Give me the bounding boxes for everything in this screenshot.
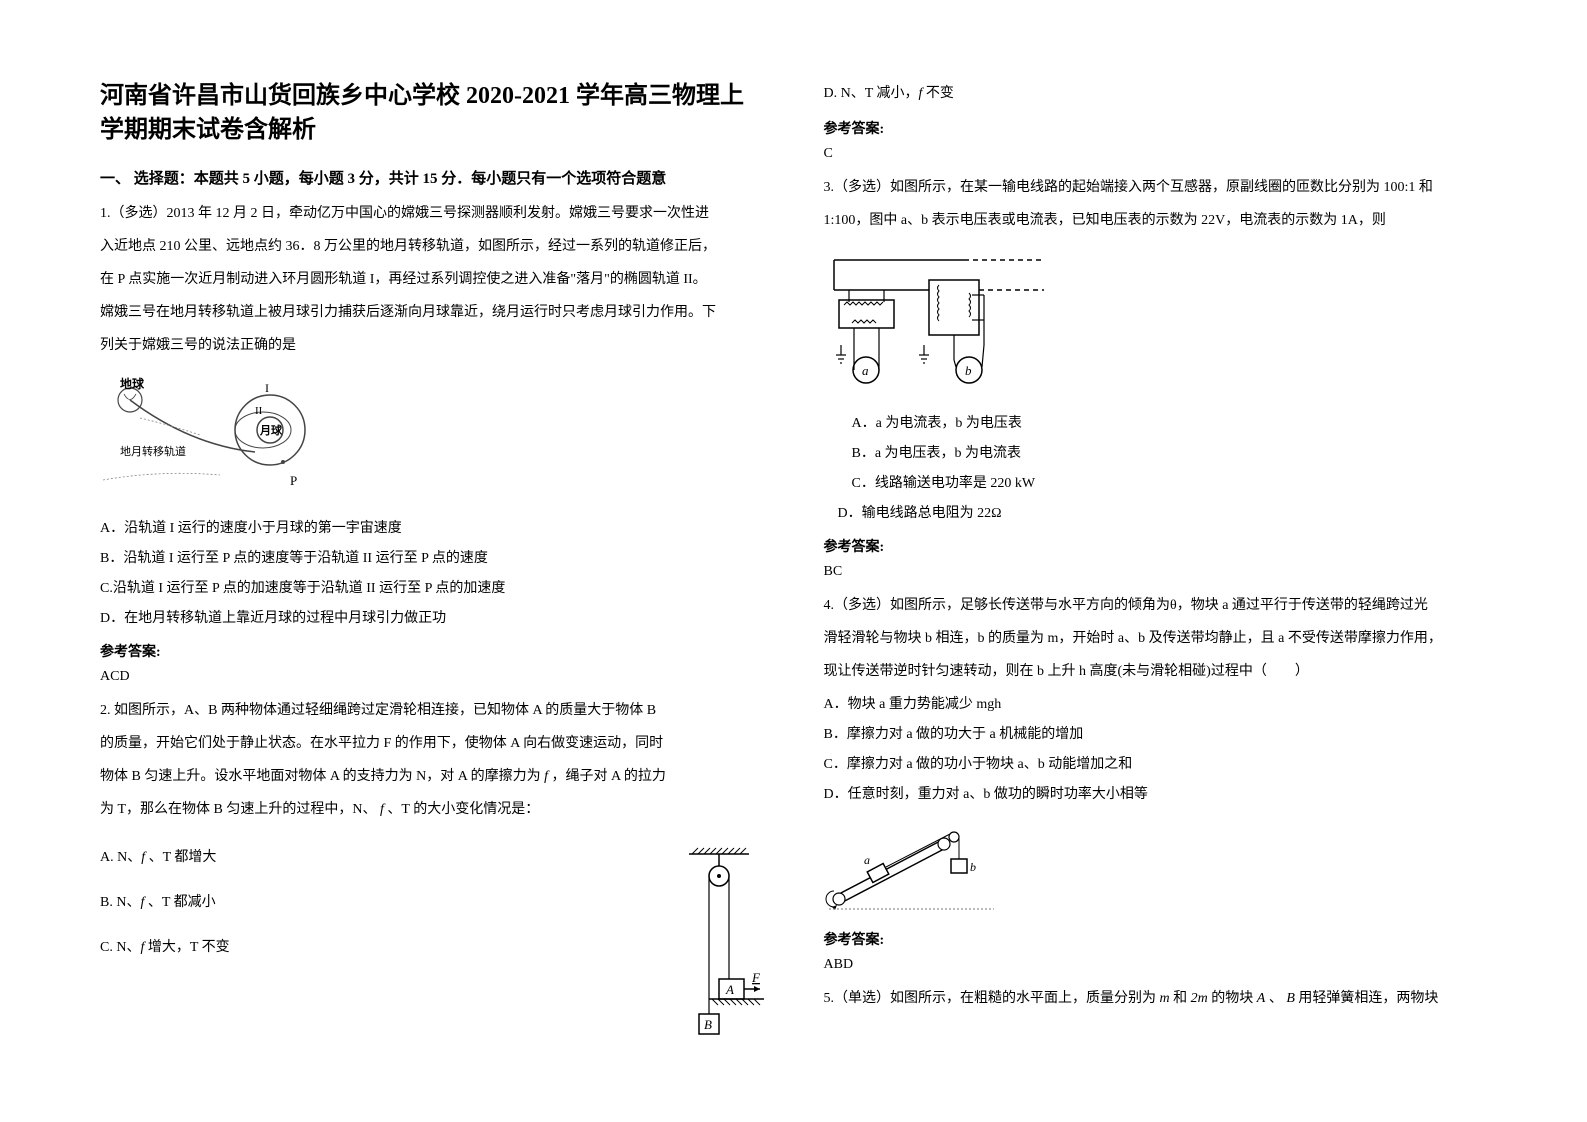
q1-stem-1: 入近地点 210 公里、远地点约 36．8 万公里的地月转移轨道，如图所示，经过… xyxy=(100,233,764,261)
q4-option-c: C．摩擦力对 a 做的功小于物块 a、b 动能增加之和 xyxy=(824,751,1488,779)
left-column: 河南省许昌市山货回族乡中心学校 2020-2021 学年高三物理上学期期末试卷含… xyxy=(100,80,764,1082)
earth-label: 地球 xyxy=(120,376,145,391)
q2-option-c: C. N、f 增大，T 不变 xyxy=(100,934,634,962)
q3-stem-1: 1:100，图中 a、b 表示电压表或电流表，已知电压表的示数为 22V，电流表… xyxy=(824,207,1488,235)
q4-stem-1: 滑轻滑轮与物块 b 相连，b 的质量为 m，开始时 a、b 及传送带均静止，且 … xyxy=(824,625,1488,653)
q4-answer-label: 参考答案: xyxy=(824,929,1488,949)
q1-option-d: D．在地月转移轨道上靠近月球的过程中月球引力做正功 xyxy=(100,605,764,633)
orbit-label: 地月转移轨道 xyxy=(120,444,186,458)
q4-stem-0: 4.（多选）如图所示，足够长传送带与水平方向的倾角为θ，物块 a 通过平行于传送… xyxy=(824,592,1488,620)
q1-figure: 地球 地月转移轨道 月球 I II P xyxy=(100,370,764,505)
ii-label: II xyxy=(255,405,263,417)
question-2: 2. 如图所示，A、B 两种物体通过轻细绳跨过定滑轮相连接，已知物体 A 的质量… xyxy=(100,697,764,1049)
q2-stem-2b: ，绳子对 A 的拉力 xyxy=(552,769,666,784)
i-label: I xyxy=(265,381,269,395)
q4-stem-2: 现让传送带逆时针匀速转动，则在 b 上升 h 高度(未与滑轮相碰)过程中（ ） xyxy=(824,658,1488,686)
svg-text:b: b xyxy=(965,363,972,378)
q3-option-c: C．线路输送电功率是 220 kW xyxy=(824,470,1488,498)
svg-text:A: A xyxy=(725,982,734,997)
right-column: D. N、T 减小，f 不变 参考答案: C 3.（多选）如图所示，在某一输电线… xyxy=(824,80,1488,1082)
q3-option-d: D．输电线路总电阻为 22Ω xyxy=(824,500,1488,528)
q2-stem-3b: 、T 的大小变化情况是： xyxy=(387,802,539,817)
q3-stem-0: 3.（多选）如图所示，在某一输电线路的起始端接入两个互感器，原副线圈的匝数比分别… xyxy=(824,174,1488,202)
q2-stem-1: 的质量，开始它们处于静止状态。在水平拉力 F 的作用下，使物体 A 向右做变速运… xyxy=(100,730,764,758)
q1-answer: ACD xyxy=(100,669,764,685)
q5-stem: 5.（单选）如图所示，在粗糙的水平面上，质量分别为 m 和 2m 的物块 A 、… xyxy=(824,985,1488,1013)
q3-answer: BC xyxy=(824,564,1488,580)
q3-figure: a b xyxy=(824,245,1488,400)
q4-answer: ABD xyxy=(824,957,1488,973)
section-heading: 一、 选择题：本题共 5 小题，每小题 3 分，共计 15 分．每小题只有一个选… xyxy=(100,167,764,188)
svg-text:b: b xyxy=(970,860,976,874)
p-label: P xyxy=(290,473,297,488)
q1-stem-3: 嫦娥三号在地月转移轨道上被月球引力捕获后逐渐向月球靠近，绕月运行时只考虑月球引力… xyxy=(100,299,764,327)
q2-stem-2a: 物体 B 匀速上升。设水平地面对物体 A 的支持力为 N，对 A 的摩擦力为 xyxy=(100,769,541,784)
q2-stem-3a: 为 T，那么在物体 B 匀速上升的过程中，N、 xyxy=(100,802,377,817)
q1-option-b: B．沿轨道 I 运行至 P 点的速度等于沿轨道 II 运行至 P 点的速度 xyxy=(100,545,764,573)
q1-option-c: C.沿轨道 I 运行至 P 点的加速度等于沿轨道 II 运行至 P 点的加速度 xyxy=(100,575,764,603)
q1-option-a: A．沿轨道 I 运行的速度小于月球的第一宇宙速度 xyxy=(100,515,764,543)
q1-stem-2: 在 P 点实施一次近月制动进入环月圆形轨道 I，再经过系列调控使之进入准备"落月… xyxy=(100,266,764,294)
question-1: 1.（多选）2013 年 12 月 2 日，牵动亿万中国心的嫦娥三号探测器顺利发… xyxy=(100,200,764,697)
question-3: 3.（多选）如图所示，在某一输电线路的起始端接入两个互感器，原副线圈的匝数比分别… xyxy=(824,174,1488,592)
svg-text:F: F xyxy=(751,970,761,985)
q2-option-d: D. N、T 减小，f 不变 xyxy=(824,80,1488,108)
question-5: 5.（单选）如图所示，在粗糙的水平面上，质量分别为 m 和 2m 的物块 A 、… xyxy=(824,985,1488,1018)
q1-stem-0: 1.（多选）2013 年 12 月 2 日，牵动亿万中国心的嫦娥三号探测器顺利发… xyxy=(100,200,764,228)
q2-option-a: A. N、f 、T 都增大 xyxy=(100,844,634,872)
q2-answer-label: 参考答案: xyxy=(824,118,1488,138)
q4-option-b: B．摩擦力对 a 做的功大于 a 机械能的增加 xyxy=(824,721,1488,749)
q2-figure: A F B xyxy=(654,844,764,1049)
svg-text:a: a xyxy=(862,363,869,378)
q2-stem-0: 2. 如图所示，A、B 两种物体通过轻细绳跨过定滑轮相连接，已知物体 A 的质量… xyxy=(100,697,764,725)
svg-text:a: a xyxy=(864,853,870,867)
q2-stem-2: 物体 B 匀速上升。设水平地面对物体 A 的支持力为 N，对 A 的摩擦力为 f… xyxy=(100,763,764,791)
q4-figure: a b xyxy=(824,819,1488,919)
q1-answer-label: 参考答案: xyxy=(100,641,764,661)
moon-label: 月球 xyxy=(259,423,283,437)
svg-text:B: B xyxy=(704,1017,712,1032)
q2-option-b: B. N、f 、T 都减小 xyxy=(100,889,634,917)
q4-option-a: A．物块 a 重力势能减少 mgh xyxy=(824,691,1488,719)
q1-stem-4: 列关于嫦娥三号的说法正确的是 xyxy=(100,332,764,360)
document-title: 河南省许昌市山货回族乡中心学校 2020-2021 学年高三物理上学期期末试卷含… xyxy=(100,80,764,147)
q3-answer-label: 参考答案: xyxy=(824,536,1488,556)
q2-stem-3: 为 T，那么在物体 B 匀速上升的过程中，N、 f 、T 的大小变化情况是： xyxy=(100,796,764,824)
q3-option-b: B．a 为电压表，b 为电流表 xyxy=(824,440,1488,468)
q2-answer: C xyxy=(824,146,1488,162)
q3-option-a: A．a 为电流表，b 为电压表 xyxy=(824,410,1488,438)
q4-option-d: D．任意时刻，重力对 a、b 做功的瞬时功率大小相等 xyxy=(824,781,1488,809)
question-4: 4.（多选）如图所示，足够长传送带与水平方向的倾角为θ，物块 a 通过平行于传送… xyxy=(824,592,1488,985)
